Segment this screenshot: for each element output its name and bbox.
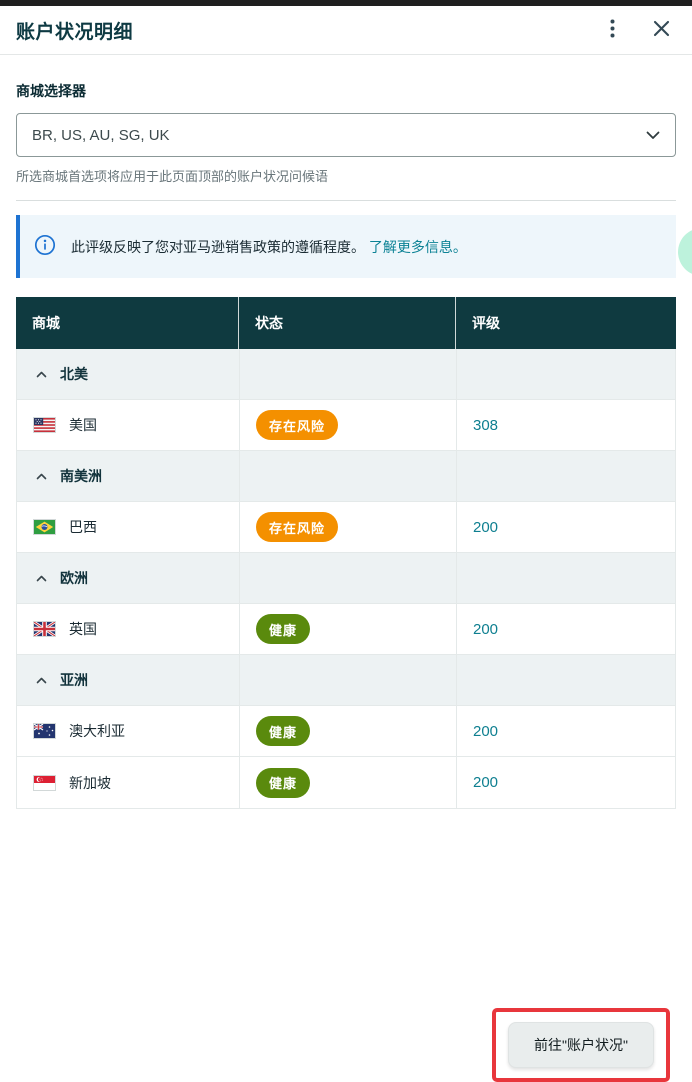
floating-widget-bubble[interactable] bbox=[678, 228, 692, 276]
close-icon bbox=[653, 20, 670, 40]
status-badge-healthy: 健康 bbox=[256, 614, 311, 644]
table-body: 北美 美国 存在风险 308 南美洲 bbox=[16, 349, 676, 809]
rating-value: 308 bbox=[473, 416, 499, 434]
window-top-bar bbox=[0, 0, 692, 6]
au-flag-icon bbox=[33, 723, 56, 739]
section-divider bbox=[16, 200, 676, 201]
marketplace-select[interactable]: BR, US, AU, SG, UK bbox=[16, 113, 676, 157]
marketplace-selector-helper: 所选商城首选项将应用于此页面顶部的账户状况问候语 bbox=[16, 169, 329, 184]
status-badge-healthy: 健康 bbox=[256, 716, 311, 746]
rating-value: 200 bbox=[473, 620, 499, 638]
marketplace-name: 美国 bbox=[69, 417, 97, 433]
go-to-account-health-button[interactable]: 前往"账户状况" bbox=[508, 1022, 654, 1068]
marketplace-name: 新加坡 bbox=[69, 774, 111, 791]
table-row-united-states: 美国 存在风险 308 bbox=[17, 400, 675, 451]
marketplace-name: 巴西 bbox=[69, 519, 97, 535]
table-row-united-kingdom: 英国 健康 200 bbox=[17, 604, 675, 655]
selector-section: 商城选择器 BR, US, AU, SG, UK 所选商城首选项将应用于此页面顶… bbox=[0, 81, 692, 185]
status-badge-at-risk: 存在风险 bbox=[256, 410, 339, 440]
group-row-asia[interactable]: 亚洲 bbox=[17, 655, 675, 706]
group-row-south-america[interactable]: 南美洲 bbox=[17, 451, 675, 502]
table-row-australia: 澳大利亚 健康 200 bbox=[17, 706, 675, 757]
chevron-up-icon bbox=[36, 473, 47, 480]
column-header-rating: 评级 bbox=[455, 297, 676, 349]
table-row-brazil: 巴西 存在风险 200 bbox=[17, 502, 675, 553]
marketplace-selector-label: 商城选择器 bbox=[16, 83, 86, 99]
rating-value: 200 bbox=[473, 722, 499, 740]
column-header-marketplace: 商城 bbox=[32, 315, 60, 331]
marketplace-select-value: BR, US, AU, SG, UK bbox=[32, 126, 170, 144]
chevron-up-icon bbox=[36, 371, 47, 378]
header-actions bbox=[606, 15, 674, 45]
chevron-up-icon bbox=[36, 575, 47, 582]
group-row-europe[interactable]: 欧洲 bbox=[17, 553, 675, 604]
annotation-highlight-box: 前往"账户状况" bbox=[492, 1008, 670, 1082]
br-flag-icon bbox=[33, 519, 56, 535]
group-label: 北美 bbox=[60, 366, 88, 382]
learn-more-link[interactable]: 了解更多信息。 bbox=[368, 238, 467, 255]
status-badge-at-risk: 存在风险 bbox=[256, 512, 339, 542]
info-icon bbox=[34, 234, 56, 259]
marketplace-status-table: 商城 状态 评级 北美 美国 存在风险 bbox=[16, 297, 676, 809]
column-header-status: 状态 bbox=[238, 297, 455, 349]
group-row-north-america[interactable]: 北美 bbox=[17, 349, 675, 400]
panel-header: 账户状况明细 bbox=[0, 6, 692, 55]
sg-flag-icon bbox=[33, 774, 56, 791]
group-label: 亚洲 bbox=[60, 672, 88, 688]
rating-value: 200 bbox=[473, 774, 499, 791]
rating-value: 200 bbox=[473, 518, 499, 536]
chevron-up-icon bbox=[36, 677, 47, 684]
group-label: 欧洲 bbox=[60, 570, 88, 586]
banner-text: 此评级反映了您对亚马逊销售政策的遵循程度。 了解更多信息。 bbox=[71, 236, 467, 258]
info-banner: 此评级反映了您对亚马逊销售政策的遵循程度。 了解更多信息。 bbox=[16, 215, 676, 278]
marketplace-name: 英国 bbox=[69, 621, 97, 637]
page-title: 账户状况明细 bbox=[16, 21, 134, 43]
kebab-menu-button[interactable] bbox=[606, 15, 619, 45]
gb-flag-icon bbox=[33, 621, 56, 637]
table-row-singapore: 新加坡 健康 200 bbox=[17, 757, 675, 808]
status-badge-healthy: 健康 bbox=[256, 767, 311, 798]
group-label: 南美洲 bbox=[60, 468, 102, 484]
marketplace-name: 澳大利亚 bbox=[69, 723, 125, 739]
close-button[interactable] bbox=[649, 16, 674, 44]
us-flag-icon bbox=[33, 417, 56, 433]
kebab-menu-icon bbox=[610, 19, 615, 41]
table-header-row: 商城 状态 评级 bbox=[16, 297, 676, 349]
chevron-down-icon bbox=[646, 127, 660, 144]
banner-message: 此评级反映了您对亚马逊销售政策的遵循程度。 bbox=[71, 238, 365, 255]
